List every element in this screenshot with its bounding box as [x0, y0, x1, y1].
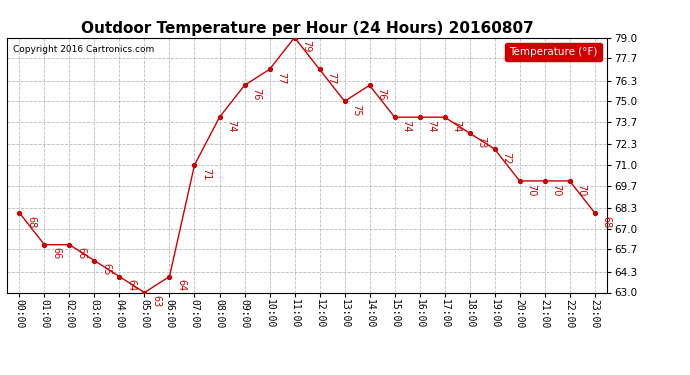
- Text: 66: 66: [51, 248, 61, 260]
- Text: 71: 71: [201, 168, 211, 180]
- Text: 74: 74: [426, 120, 437, 132]
- Text: 75: 75: [351, 104, 362, 117]
- Text: 74: 74: [402, 120, 411, 132]
- Text: 73: 73: [477, 136, 486, 148]
- Text: 72: 72: [502, 152, 511, 164]
- Text: 70: 70: [526, 184, 537, 196]
- Legend: Temperature (°F): Temperature (°F): [505, 43, 602, 61]
- Text: 77: 77: [277, 72, 286, 85]
- Text: 63: 63: [151, 295, 161, 307]
- Text: 64: 64: [177, 279, 186, 292]
- Text: 74: 74: [226, 120, 237, 132]
- Text: 65: 65: [101, 263, 111, 276]
- Text: 68: 68: [26, 216, 37, 228]
- Title: Outdoor Temperature per Hour (24 Hours) 20160807: Outdoor Temperature per Hour (24 Hours) …: [81, 21, 533, 36]
- Text: Copyright 2016 Cartronics.com: Copyright 2016 Cartronics.com: [13, 45, 154, 54]
- Text: 77: 77: [326, 72, 337, 85]
- Text: 68: 68: [602, 216, 611, 228]
- Text: 70: 70: [577, 184, 586, 196]
- Text: 74: 74: [451, 120, 462, 132]
- Text: 64: 64: [126, 279, 137, 292]
- Text: 76: 76: [251, 88, 262, 101]
- Text: 79: 79: [302, 40, 311, 53]
- Text: 76: 76: [377, 88, 386, 101]
- Text: 70: 70: [551, 184, 562, 196]
- Text: 66: 66: [77, 248, 86, 260]
